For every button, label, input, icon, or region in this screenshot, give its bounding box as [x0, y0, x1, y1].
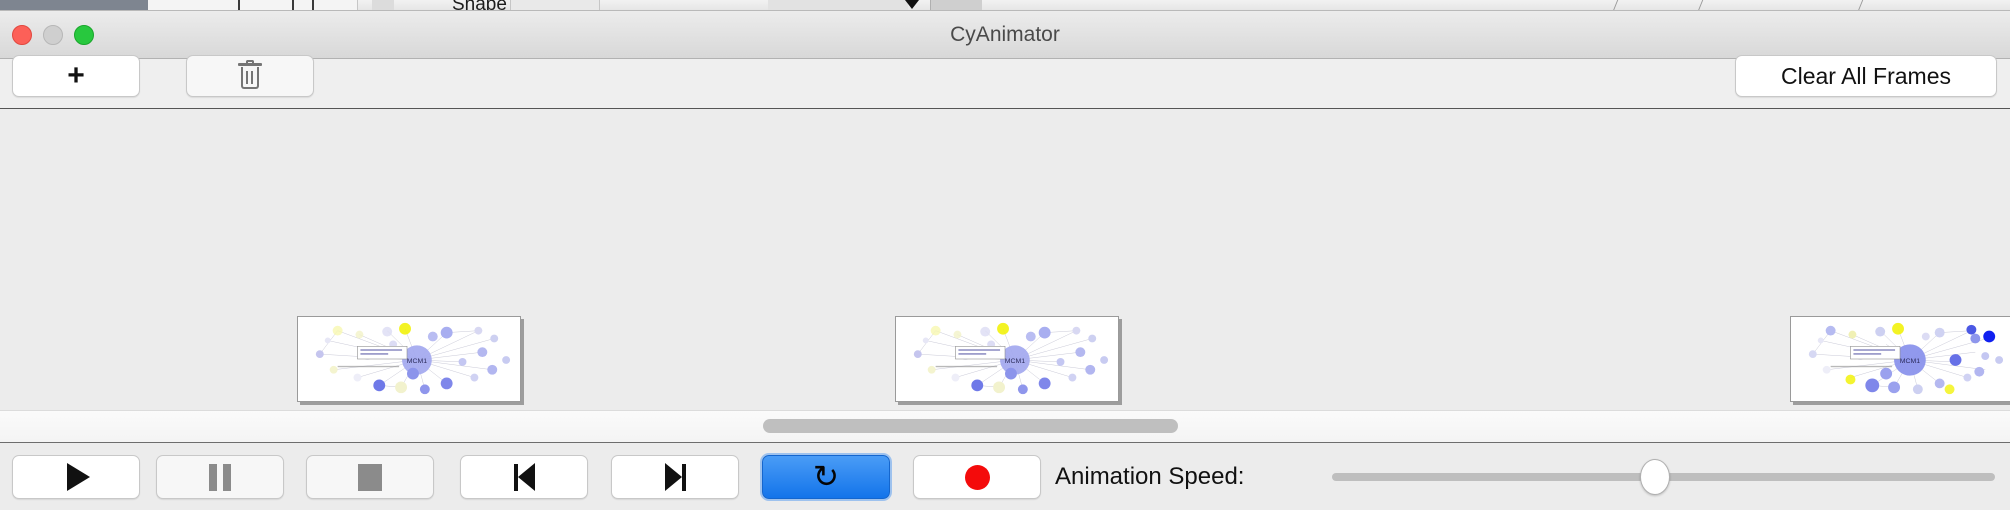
timeline-panel[interactable]: MCM1 [0, 110, 2010, 410]
background-divider [1857, 0, 1864, 10]
clear-all-frames-label: Clear All Frames [1781, 62, 1951, 89]
background-shape-label: Shape [452, 0, 507, 11]
frame-thumbnail[interactable]: MCM1 [297, 316, 521, 402]
network-preview: MCM1 [298, 317, 520, 401]
slider-thumb[interactable] [1640, 459, 1670, 495]
skip-back-button[interactable] [460, 455, 588, 499]
frame-toolbar [0, 59, 2010, 109]
svg-text:MCM1: MCM1 [1900, 358, 1921, 365]
background-tab [0, 0, 148, 10]
window-controls [12, 25, 94, 45]
background-caret-icon [905, 0, 919, 9]
close-button[interactable] [12, 25, 32, 45]
svg-text:MCM1: MCM1 [407, 358, 428, 365]
delete-frame-button[interactable] [186, 55, 314, 97]
background-tick [312, 0, 314, 10]
frame-thumbnail[interactable]: MCM1 [895, 316, 1119, 402]
loop-button[interactable]: ↻ [762, 455, 890, 499]
plus-icon: + [67, 59, 85, 92]
background-divider [1697, 0, 1704, 10]
skip-forward-button[interactable] [611, 455, 739, 499]
background-tick [292, 0, 294, 10]
pause-icon [209, 463, 231, 491]
add-frame-button[interactable]: + [12, 55, 140, 97]
animation-speed-slider[interactable] [1332, 459, 1995, 495]
stop-button[interactable] [306, 455, 434, 499]
loop-icon: ↻ [813, 458, 839, 495]
frame-thumbnail[interactable]: MCM1 [1790, 316, 2010, 402]
background-pane-4 [768, 0, 908, 10]
stop-icon [358, 463, 382, 491]
svg-text:MCM1: MCM1 [1005, 358, 1026, 365]
background-pane-5 [930, 0, 982, 10]
background-pane-2 [372, 0, 394, 10]
play-icon [66, 463, 90, 491]
title-bar[interactable]: CyAnimator [0, 11, 2010, 59]
clear-all-frames-button[interactable]: Clear All Frames [1735, 55, 1997, 97]
background-window-sliver: Shape [0, 0, 2010, 11]
record-icon [964, 464, 990, 490]
skip-back-icon [513, 463, 535, 491]
minimize-button[interactable] [43, 25, 63, 45]
trash-icon [238, 59, 262, 90]
record-button[interactable] [913, 455, 1041, 499]
skip-forward-icon [664, 463, 686, 491]
network-preview: MCM1 [896, 317, 1118, 401]
background-divider [1612, 0, 1619, 10]
playback-toolbar: ↻ Animation Speed: [0, 442, 2010, 510]
play-button[interactable] [12, 455, 140, 499]
scrollbar-thumb[interactable] [763, 419, 1178, 433]
background-tick [238, 0, 240, 10]
timeline-scrollbar[interactable] [0, 410, 2010, 442]
window-title: CyAnimator [950, 23, 1060, 46]
background-pane-1 [148, 0, 358, 10]
network-preview: MCM1 [1791, 317, 2010, 401]
background-pane-3 [510, 0, 600, 10]
maximize-button[interactable] [74, 25, 94, 45]
pause-button[interactable] [156, 455, 284, 499]
animation-speed-label: Animation Speed: [1055, 463, 1245, 490]
